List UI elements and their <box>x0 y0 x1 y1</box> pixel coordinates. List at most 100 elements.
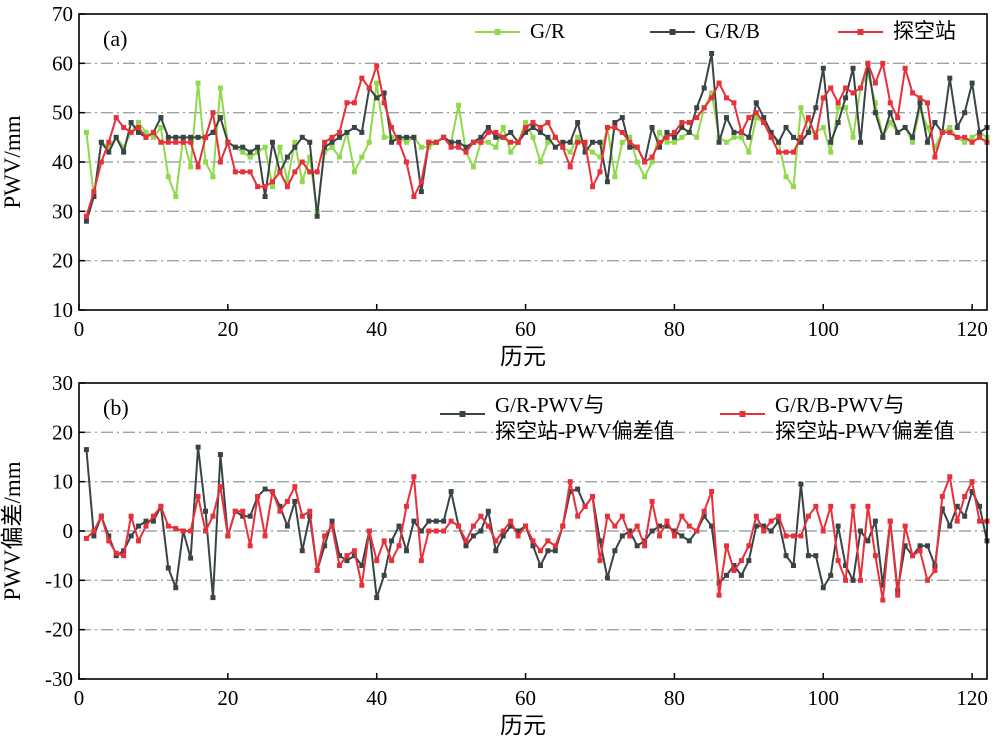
data-point <box>418 179 424 185</box>
y-tick-label: 70 <box>52 2 73 26</box>
data-point <box>210 129 216 135</box>
data-point <box>716 592 722 598</box>
legend-item: G/R-PWV与探空站-PWV偏差值 <box>440 393 675 443</box>
data-point <box>314 567 320 573</box>
data-point <box>612 548 618 554</box>
data-point <box>694 115 700 121</box>
data-point <box>128 129 134 135</box>
data-point <box>210 595 216 601</box>
data-point <box>500 134 506 140</box>
data-point <box>106 139 112 145</box>
data-point <box>292 139 298 145</box>
y-tick-label: 60 <box>52 51 73 75</box>
data-point <box>753 115 759 121</box>
data-point <box>954 518 960 524</box>
data-point <box>604 179 610 185</box>
data-point <box>895 592 901 598</box>
data-point <box>217 85 223 91</box>
data-point <box>426 518 432 524</box>
data-point <box>433 528 439 534</box>
data-point <box>173 585 179 591</box>
data-point <box>262 486 268 492</box>
data-point <box>537 129 543 135</box>
data-point <box>590 139 596 145</box>
data-point <box>217 484 223 490</box>
data-point <box>210 174 216 180</box>
x-tick-label: 100 <box>808 317 840 341</box>
data-point <box>790 184 796 190</box>
data-point <box>910 553 916 559</box>
data-point <box>619 115 625 121</box>
data-point <box>850 134 856 140</box>
data-point <box>158 124 164 130</box>
data-point <box>351 100 357 106</box>
data-point <box>232 144 238 150</box>
data-point <box>805 129 811 135</box>
data-point <box>523 129 529 135</box>
data-point <box>843 563 849 569</box>
data-point <box>634 523 640 529</box>
data-point <box>366 85 372 91</box>
data-point <box>761 528 767 534</box>
data-point <box>575 134 581 140</box>
data-point <box>567 164 573 170</box>
data-point <box>738 558 744 564</box>
x-axis-label: 历元 <box>500 713 546 738</box>
data-point <box>203 508 209 514</box>
data-point <box>560 139 566 145</box>
data-point <box>887 518 893 524</box>
data-point <box>389 558 395 564</box>
data-point <box>917 100 923 106</box>
data-point <box>917 543 923 549</box>
data-point <box>150 129 156 135</box>
data-point <box>463 149 469 155</box>
data-point <box>381 90 387 96</box>
data-point <box>284 523 290 529</box>
data-point <box>83 447 89 453</box>
data-point <box>776 518 782 524</box>
data-point <box>820 585 826 591</box>
data-point <box>657 533 663 539</box>
data-point <box>299 134 305 140</box>
data-point <box>962 139 968 145</box>
data-point <box>344 558 350 564</box>
data-point <box>292 169 298 175</box>
data-point <box>537 159 543 165</box>
data-point <box>448 518 454 524</box>
data-point <box>768 134 774 140</box>
data-point <box>753 100 759 106</box>
data-point <box>188 528 194 534</box>
legend-item: 探空站 <box>838 19 956 43</box>
data-point <box>872 80 878 86</box>
data-point <box>98 159 104 165</box>
data-point <box>351 553 357 559</box>
data-point <box>150 518 156 524</box>
data-point <box>143 129 149 135</box>
data-point <box>664 518 670 524</box>
data-point <box>738 129 744 135</box>
data-point <box>262 184 268 190</box>
data-point <box>411 474 417 480</box>
data-point <box>724 115 730 121</box>
data-point <box>232 169 238 175</box>
data-point <box>203 528 209 534</box>
data-point <box>813 105 819 111</box>
data-point <box>284 184 290 190</box>
data-point <box>322 144 328 150</box>
data-point <box>136 124 142 130</box>
data-point <box>872 110 878 116</box>
data-point <box>418 558 424 564</box>
legend-swatch-marker <box>669 29 676 35</box>
data-point <box>508 139 514 145</box>
data-point <box>969 479 975 485</box>
data-point <box>292 144 298 150</box>
data-point <box>798 134 804 140</box>
data-point <box>790 563 796 569</box>
data-point <box>590 184 596 190</box>
data-point <box>143 134 149 140</box>
data-point <box>761 523 767 529</box>
data-point <box>485 508 491 514</box>
data-point <box>217 115 223 121</box>
data-point <box>136 538 142 544</box>
data-point <box>359 154 365 160</box>
